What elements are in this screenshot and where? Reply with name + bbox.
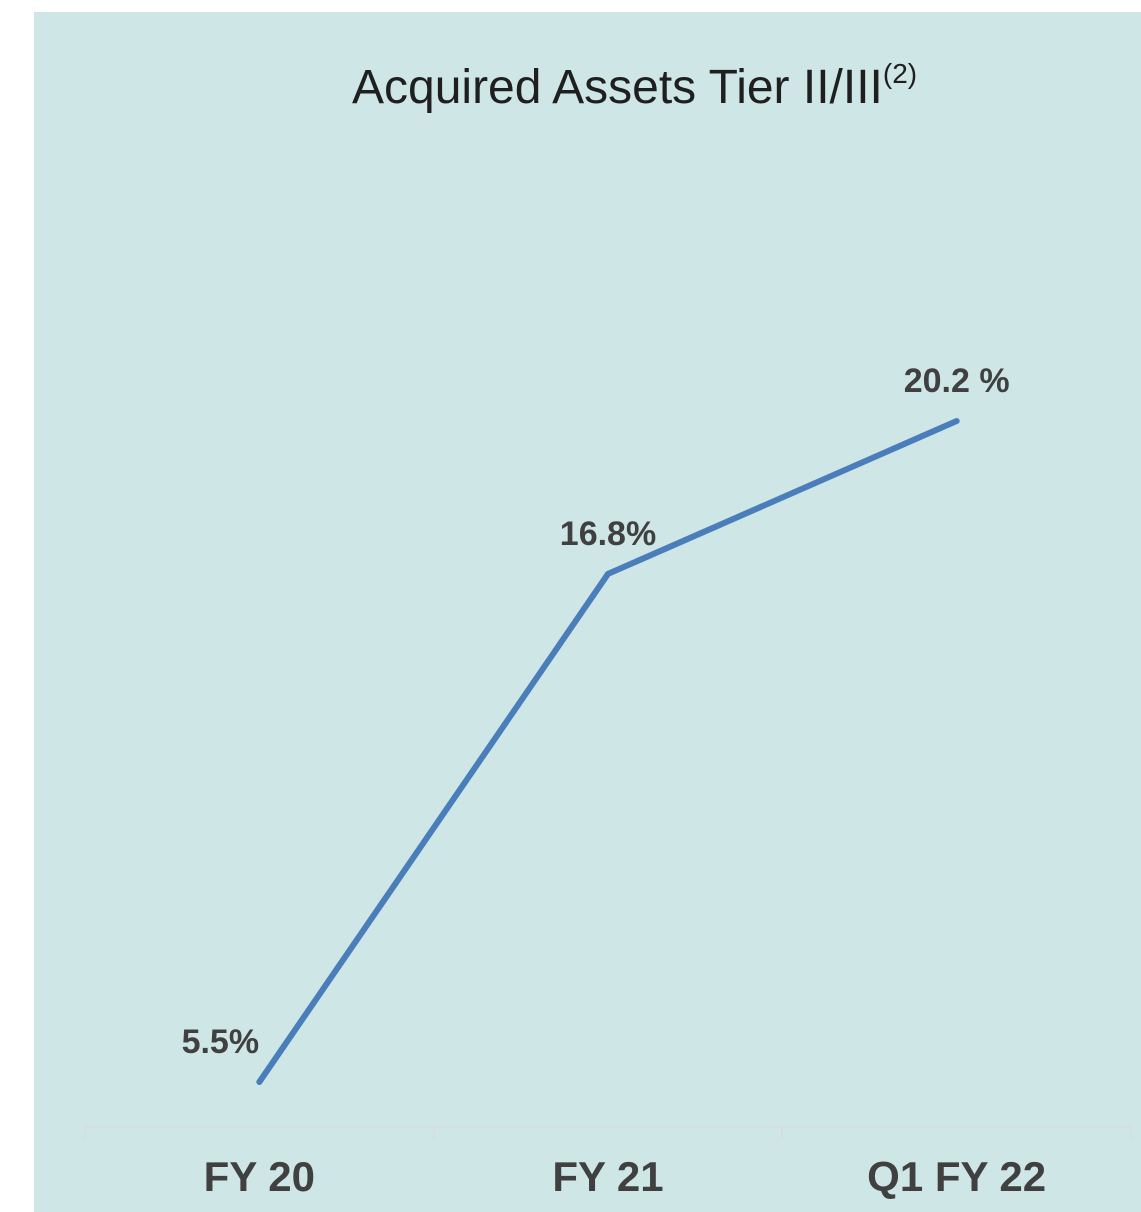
- data-label: 16.8%: [560, 515, 656, 553]
- title-text: Acquired Assets Tier II/III: [352, 61, 883, 114]
- x-tick-label: FY 21: [552, 1153, 663, 1200]
- x-tick-label: Q1 FY 22: [867, 1153, 1046, 1200]
- data-line: [256, 418, 960, 1085]
- chart-background: [34, 12, 1141, 1212]
- x-tick-label: FY 20: [204, 1153, 315, 1200]
- chart-title: Acquired Assets Tier II/III(2): [352, 58, 917, 113]
- title-note: (2): [883, 58, 917, 89]
- data-label: 5.5%: [182, 1023, 260, 1061]
- data-label: 20.2 %: [904, 362, 1010, 400]
